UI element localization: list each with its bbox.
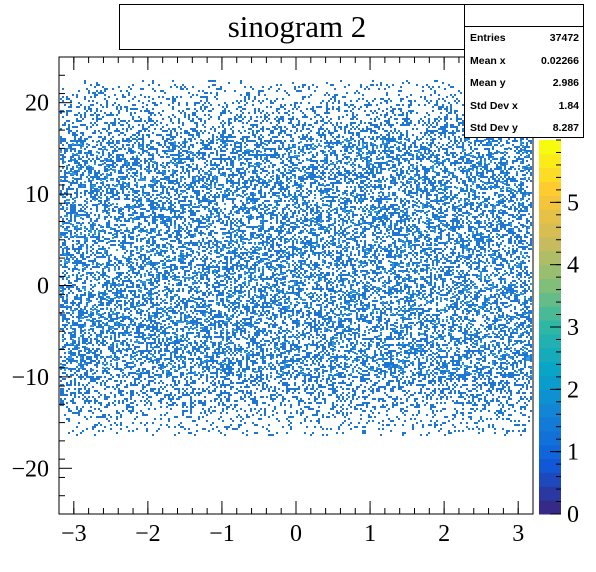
colorbar-segment — [539, 472, 561, 487]
colorbar-axis: 0 1 2 3 4 5 — [550, 139, 579, 528]
colorbar-segment — [539, 236, 561, 252]
stats-row-std-x: Std Dev x 1.84 — [465, 95, 583, 118]
stats-row-mean-y: Mean y 2.986 — [465, 72, 583, 95]
x-tick-label: 1 — [364, 521, 376, 547]
colorbar-tick-label: 3 — [567, 315, 579, 341]
stats-row-mean-x: Mean x 0.02266 — [465, 50, 583, 73]
colorbar-segment — [539, 140, 561, 155]
x-tick-label: −2 — [135, 521, 161, 547]
x-tick-label: 0 — [290, 521, 302, 547]
colorbar-segment — [539, 458, 561, 473]
colorbar-segment — [539, 403, 561, 418]
y-tick-label: −20 — [11, 456, 49, 482]
stats-value: 2.986 — [552, 77, 579, 90]
colorbar-segment — [539, 375, 561, 390]
y-tick-label: 10 — [25, 182, 49, 208]
colorbar-segment — [539, 264, 561, 280]
y-tick-label: 0 — [37, 274, 49, 300]
colorbar-segment — [539, 167, 561, 183]
colorbar-segment — [539, 389, 561, 404]
x-tick-label: 2 — [438, 521, 450, 547]
stats-box: Entries 37472 Mean x 0.02266 Mean y 2.98… — [464, 4, 584, 138]
x-tick-label: −1 — [209, 521, 235, 547]
stats-row-std-y: Std Dev y 8.287 — [465, 117, 583, 140]
stats-header — [465, 5, 583, 27]
stats-label: Entries — [470, 32, 506, 44]
stats-value: 1.84 — [558, 99, 579, 112]
colorbar-segment — [539, 209, 561, 224]
colorbar-segment — [539, 430, 561, 446]
colorbar-segment — [539, 278, 561, 293]
stats-label: Std Dev y — [470, 122, 518, 135]
x-tick-label: −3 — [61, 521, 87, 547]
colorbar-segment — [539, 223, 561, 238]
stats-row-entries: Entries 37472 — [465, 27, 583, 50]
colorbar-segment — [539, 500, 561, 515]
colorbar-tick-label: 2 — [567, 377, 579, 403]
chart-title: sinogram 2 — [227, 9, 367, 44]
colorbar-segment — [539, 361, 561, 376]
colorbar-segment — [539, 333, 561, 349]
colorbar-segment — [539, 181, 561, 196]
colorbar-segment — [539, 347, 561, 363]
y-tick-label: −10 — [11, 365, 49, 391]
stats-label: Mean x — [470, 54, 506, 67]
heatmap-bins-high — [60, 139, 532, 377]
stats-label: Mean y — [470, 77, 506, 90]
title-box: sinogram 2 — [119, 4, 475, 50]
stats-value: 0.02266 — [541, 54, 579, 67]
colorbar-tick-label: 4 — [567, 253, 579, 279]
colorbar-segment — [539, 153, 561, 169]
x-tick-label: 3 — [512, 521, 524, 547]
stats-value: 37472 — [549, 32, 579, 44]
colorbar-segment — [539, 292, 561, 307]
heatmap-cells — [60, 80, 532, 436]
colorbar-segment — [539, 250, 561, 266]
colorbar-tick-label: 0 — [567, 502, 579, 528]
colorbar-tick-label: 1 — [567, 440, 579, 466]
colorbar-segment — [539, 486, 561, 501]
y-axis: −20 −10 0 10 20 — [11, 56, 72, 515]
colorbar-segment — [539, 306, 561, 321]
y-tick-label: 20 — [25, 91, 49, 117]
stats-label: Std Dev x — [470, 99, 518, 112]
stats-value: 8.287 — [552, 122, 579, 135]
colorbar-segment — [539, 417, 561, 432]
colorbar-tick-label: 5 — [567, 190, 579, 216]
